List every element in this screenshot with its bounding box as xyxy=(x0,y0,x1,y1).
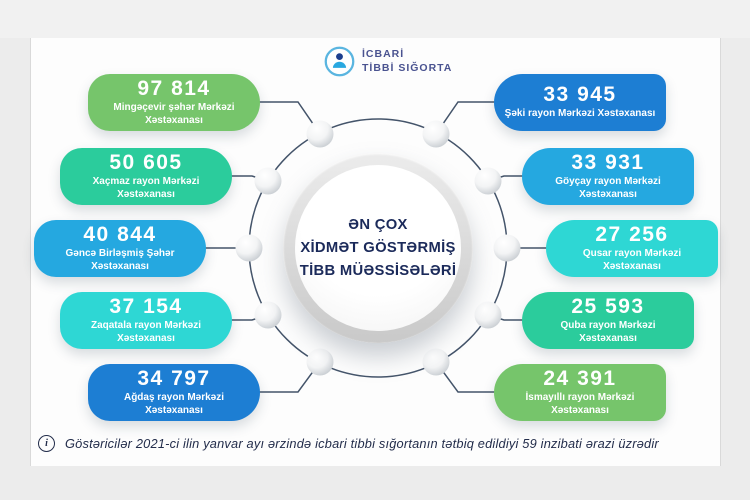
facility-name: Göyçay rayon Mərkəzi Xəstəxanası xyxy=(555,175,661,200)
node-ball xyxy=(422,120,450,148)
facility-value: 25 593 xyxy=(571,294,645,318)
facility-value: 50 605 xyxy=(109,150,183,174)
insurance-logo-icon xyxy=(324,46,355,77)
node-ball xyxy=(306,348,334,376)
facility-name: Ağdaş rayon Mərkəzi Xəstəxanası xyxy=(123,391,225,416)
facility-name: Xaçmaz rayon Mərkəzi Xəstəxanası xyxy=(92,175,200,200)
info-icon: i xyxy=(38,435,55,452)
page-top-margin xyxy=(0,0,750,38)
facility-name: Şəki rayon Mərkəzi Xəstəxanası xyxy=(504,108,656,120)
node-ball xyxy=(493,234,521,262)
facility-pill-seki: 33 945 Şəki rayon Mərkəzi Xəstəxanası xyxy=(494,74,666,131)
facility-value: 33 945 xyxy=(543,83,617,107)
logo-line1: İCBARİ xyxy=(362,47,405,60)
facility-value: 34 797 xyxy=(137,366,211,390)
facility-value: 40 844 xyxy=(83,222,157,246)
logo-text: İCBARİ TİBBİ SIĞORTA xyxy=(362,48,452,75)
facility-pill-ismayilli: 24 391 İsmayıllı rayon Mərkəzi Xəstəxana… xyxy=(494,364,666,421)
node-ball xyxy=(474,301,502,329)
facility-pill-goycay: 33 931 Göyçay rayon Mərkəzi Xəstəxanası xyxy=(522,148,694,205)
facility-pill-qusar: 27 256 Qusar rayon Mərkəzi Xəstəxanası xyxy=(546,220,718,277)
facility-name: Zaqatala rayon Mərkəzi Xəstəxanası xyxy=(90,319,202,344)
center-title-line3: TİBB MÜƏSSİSƏLƏRİ xyxy=(299,263,457,279)
facility-name: Gəncə Birləşmiş Şəhər Xəstəxanası xyxy=(65,247,175,272)
footer-text: Göstəricilər 2021-ci ilin yanvar ayı ərz… xyxy=(65,436,659,451)
node-ball xyxy=(235,234,263,262)
facility-pill-zaqatala: 37 154 Zaqatala rayon Mərkəzi Xəstəxanas… xyxy=(60,292,232,349)
facility-value: 37 154 xyxy=(109,294,183,318)
footer-note: i Göstəricilər 2021-ci ilin yanvar ayı ə… xyxy=(38,435,659,452)
facility-value: 27 256 xyxy=(595,222,669,246)
central-circle: ƏN ÇOX XİDMƏT GÖSTƏRMİŞ TİBB MÜƏSSİSƏLƏR… xyxy=(283,153,473,343)
facility-value: 97 814 xyxy=(137,76,211,100)
node-ball xyxy=(254,301,282,329)
central-circle-face: ƏN ÇOX XİDMƏT GÖSTƏRMİŞ TİBB MÜƏSSİSƏLƏR… xyxy=(295,165,461,331)
center-title-line1: ƏN ÇOX xyxy=(348,217,408,233)
logo-line2: TİBBİ SIĞORTA xyxy=(362,61,453,74)
facility-name: İsmayıllı rayon Mərkəzi Xəstəxanası xyxy=(525,391,635,416)
facility-pill-gence: 40 844 Gəncə Birləşmiş Şəhər Xəstəxanası xyxy=(34,220,206,277)
logo: İCBARİ TİBBİ SIĞORTA xyxy=(324,46,452,77)
facility-value: 24 391 xyxy=(543,366,617,390)
node-ball xyxy=(306,120,334,148)
facility-pill-quba: 25 593 Quba rayon Mərkəzi Xəstəxanası xyxy=(522,292,694,349)
facility-pill-mingecevir: 97 814 Mingəçevir şəhər Mərkəzi Xəstəxan… xyxy=(88,74,260,131)
node-ball xyxy=(254,167,282,195)
facility-value: 33 931 xyxy=(571,150,645,174)
node-ball xyxy=(474,167,502,195)
node-balls xyxy=(235,120,521,376)
facility-name: Qusar rayon Mərkəzi Xəstəxanası xyxy=(582,247,682,272)
facility-name: Mingəçevir şəhər Mərkəzi Xəstəxanası xyxy=(113,101,235,126)
facility-pill-xacmaz: 50 605 Xaçmaz rayon Mərkəzi Xəstəxanası xyxy=(60,148,232,205)
center-title-line2: XİDMƏT GÖSTƏRMİŞ xyxy=(300,240,456,256)
node-ball xyxy=(422,348,450,376)
facility-name: Quba rayon Mərkəzi Xəstəxanası xyxy=(560,319,656,344)
facility-pill-agdas: 34 797 Ağdaş rayon Mərkəzi Xəstəxanası xyxy=(88,364,260,421)
